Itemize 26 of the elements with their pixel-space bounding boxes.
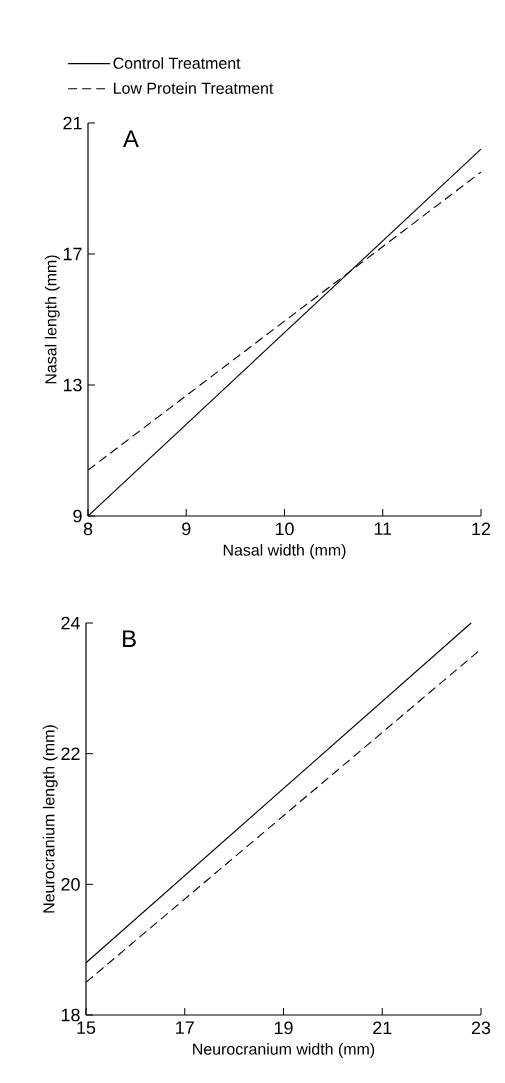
legend-label: Low Protein Treatment [114, 82, 274, 94]
y-tick-label: 20 [61, 877, 80, 891]
x-axis-title: Neurocranium width (mm) [193, 1043, 375, 1058]
x-tick-label: 23 [471, 1021, 491, 1035]
y-tick-label: 24 [61, 616, 80, 630]
x-tick-label: 11 [374, 522, 392, 535]
y-tick-label: 17 [63, 247, 82, 261]
annotation: A [123, 130, 139, 147]
x-tick-label: 9 [182, 522, 191, 536]
y-tick-label: 22 [61, 747, 80, 760]
y-tick-label: 9 [73, 509, 82, 523]
x-tick-label: 17 [176, 1021, 194, 1034]
y-tick-label: 21 [63, 116, 82, 130]
x-tick-label: 10 [275, 522, 294, 536]
y-axis-title: Neurocranium length (mm) [42, 725, 58, 913]
x-tick-label: 19 [274, 1021, 293, 1035]
x-tick-label: 21 [373, 1021, 392, 1035]
annotation: B [123, 630, 136, 647]
y-axis-title: Nasal length (mm) [44, 255, 60, 384]
y-tick-label: 18 [61, 1008, 80, 1022]
y-tick-label: 13 [63, 378, 82, 392]
legend-label: Control Treatment [113, 57, 241, 69]
x-axis-title: Nasal width (mm) [223, 544, 346, 559]
x-tick-label: 15 [77, 1021, 96, 1035]
x-tick-label: 12 [472, 522, 491, 536]
x-tick-label: 8 [83, 522, 93, 536]
